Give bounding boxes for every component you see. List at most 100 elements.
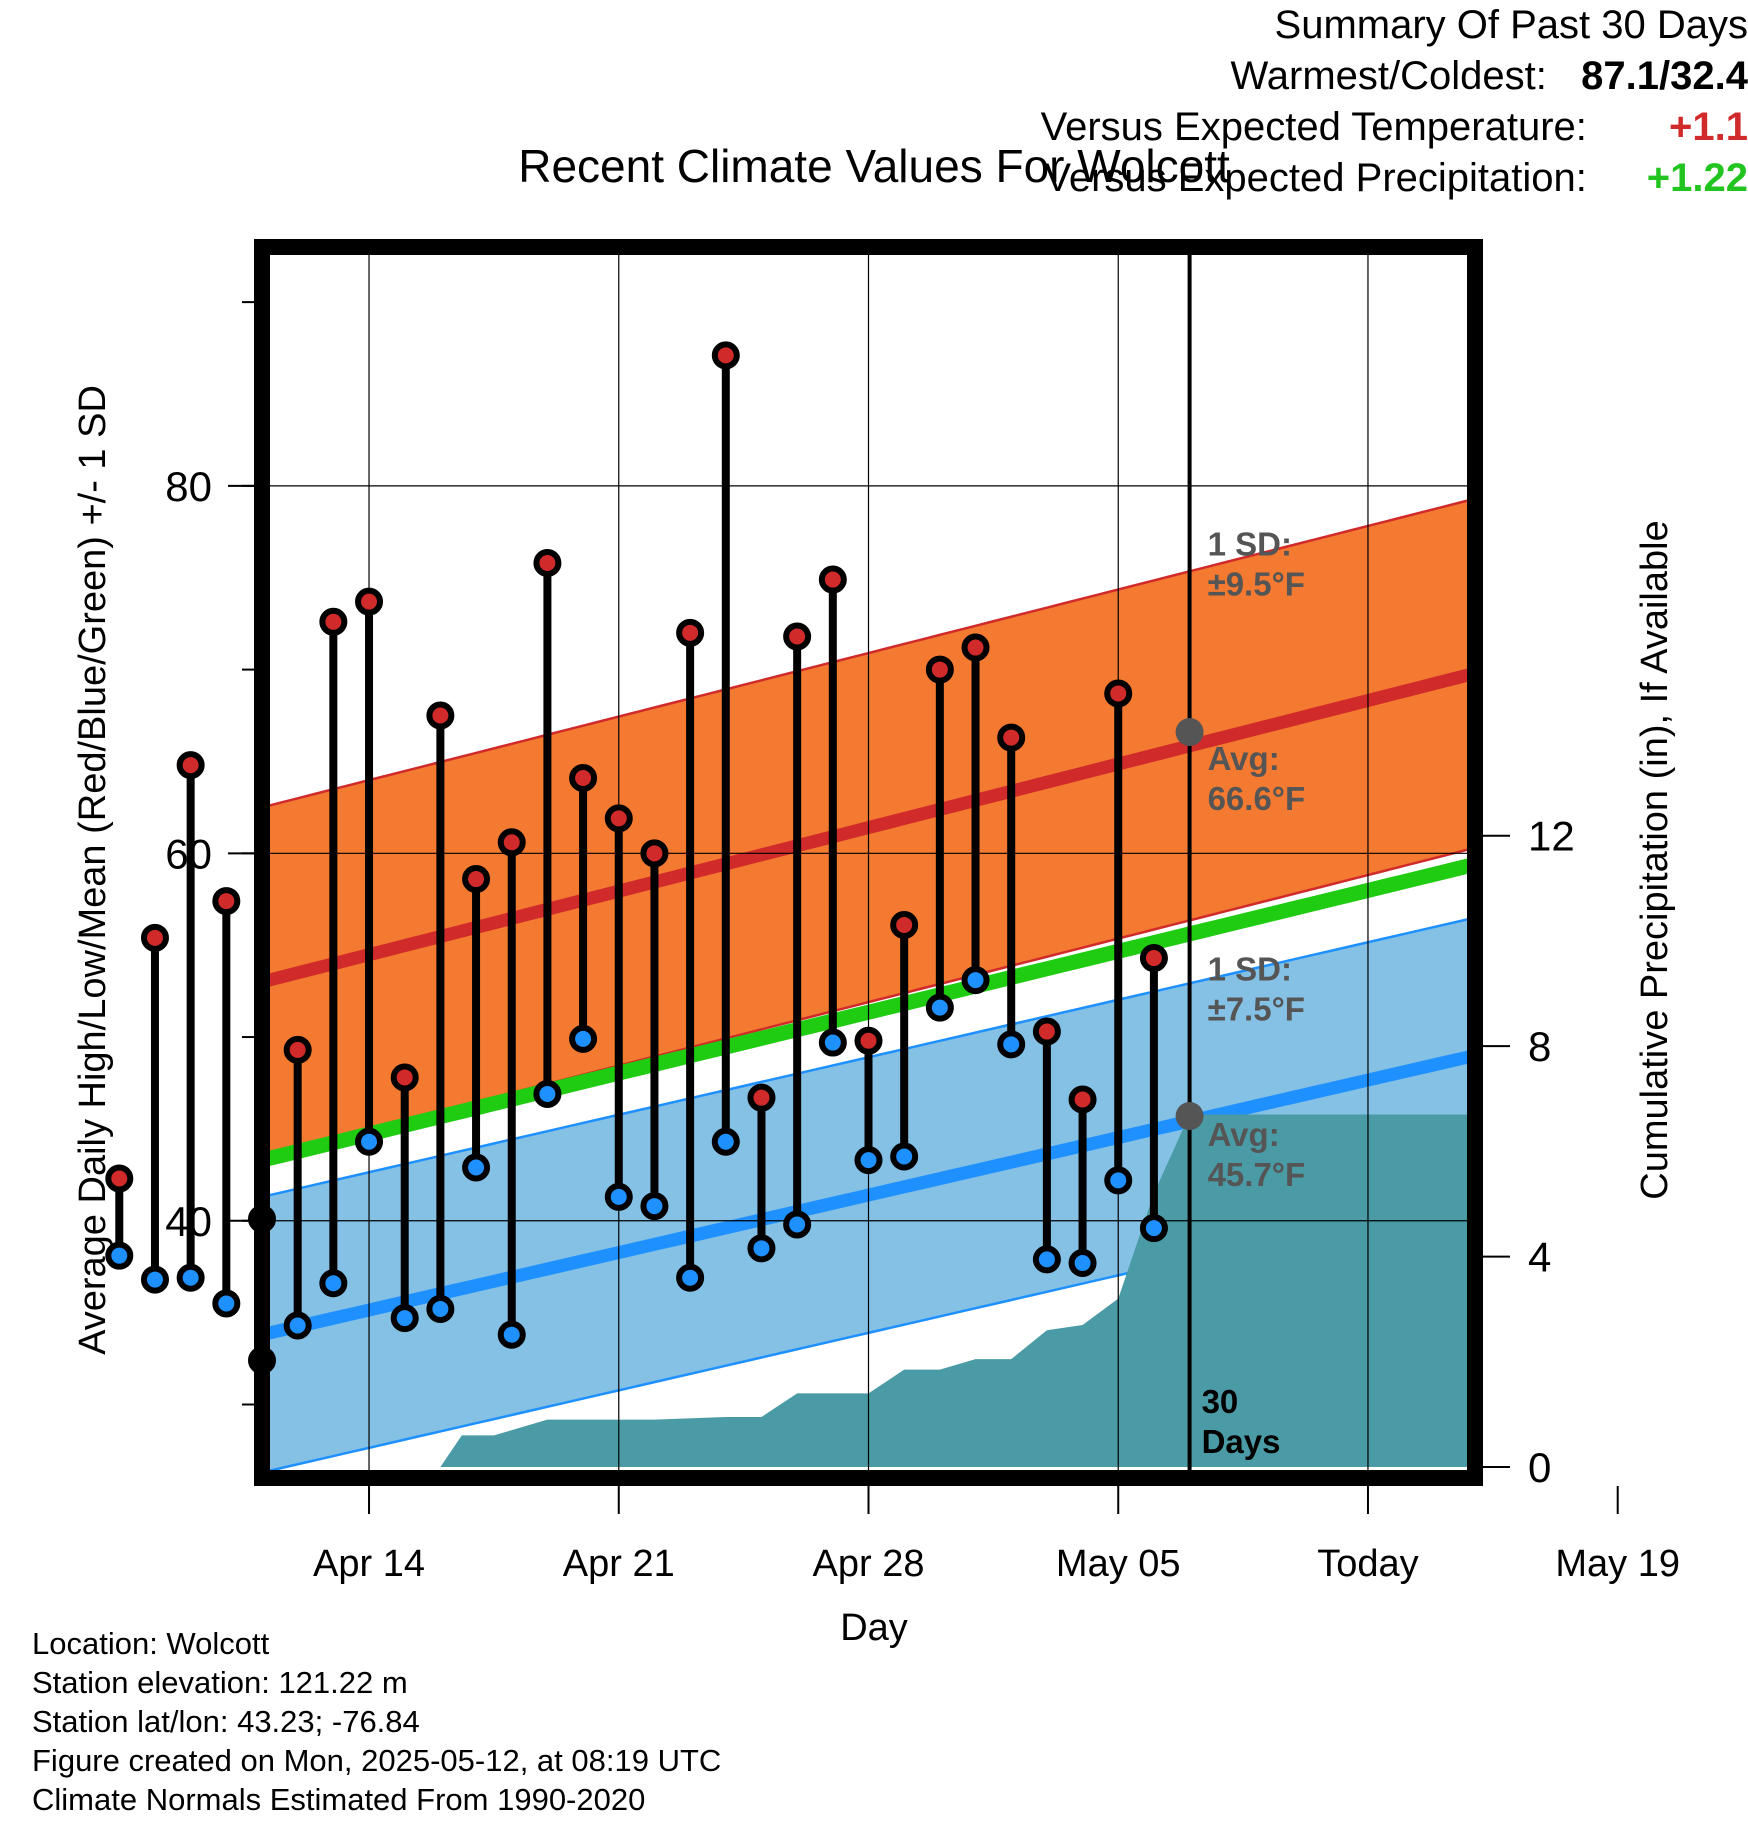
daily-low-point xyxy=(212,1289,241,1318)
daily-low-point xyxy=(890,1142,919,1171)
normals-text: Climate Normals Estimated From 1990-2020 xyxy=(32,1782,646,1817)
temp-anomaly-row: Versus Expected Temperature: +1.1 xyxy=(0,102,1748,153)
daily-low-point xyxy=(711,1127,740,1156)
daily-high-point xyxy=(105,1164,134,1193)
daily-low-point xyxy=(961,966,990,995)
daily-low-point xyxy=(854,1146,883,1175)
daily-low-point xyxy=(355,1127,384,1156)
daily-low-point xyxy=(533,1080,562,1109)
daily-low-point xyxy=(997,1030,1026,1059)
chart-title: Recent Climate Values For Wolcott xyxy=(518,140,1230,192)
daily-high-point xyxy=(711,341,740,370)
temp-anomaly-value: +1.1 xyxy=(1669,105,1748,149)
plot-area: 1 SD: ±9.5°F Avg: 66.6°F 1 SD: ±7.5°F Avg: 45.7… xyxy=(105,239,1680,1585)
daily-low-point xyxy=(604,1182,633,1211)
location-text: Location: Wolcott xyxy=(32,1626,270,1661)
created-text: Figure created on Mon, 2025-05-12, at 08… xyxy=(32,1743,722,1778)
daily-high-point xyxy=(604,804,633,833)
daily-low-point xyxy=(818,1028,847,1057)
daily-high-point xyxy=(426,701,455,730)
warmest-coldest-row: Warmest/Coldest: 87.1/32.4 xyxy=(0,51,1748,102)
elevation-text: Station elevation: 121.22 m xyxy=(32,1665,408,1700)
y-tick-label: 80 xyxy=(165,463,212,510)
plot-interior xyxy=(262,247,1475,1478)
daily-high-point xyxy=(961,633,990,662)
x-axis-label: Day xyxy=(840,1607,908,1649)
summary-panel: Summary Of Past 30 Days Warmest/Coldest:… xyxy=(0,0,1748,204)
warmest-coldest-value: 87.1/32.4 xyxy=(1581,54,1748,98)
x-tick-label: Apr 14 xyxy=(313,1543,425,1585)
daily-low-point xyxy=(319,1269,348,1298)
y-axis-label: Average Daily High/Low/Mean (Red/Blue/Gr… xyxy=(72,385,114,1355)
daily-high-point xyxy=(140,923,169,952)
daily-high-point xyxy=(854,1026,883,1055)
daily-low-point xyxy=(1104,1166,1133,1195)
y-tick-label: 40 xyxy=(165,1198,212,1245)
daily-high-point xyxy=(283,1035,312,1064)
daily-low-point xyxy=(747,1234,776,1263)
latlon-text: Station lat/lon: 43.23; -76.84 xyxy=(32,1704,420,1739)
daily-low-point xyxy=(1068,1249,1097,1278)
high-avg-annotation: Avg: 66.6°F xyxy=(1208,740,1306,817)
daily-high-point xyxy=(569,763,598,792)
daily-high-point xyxy=(497,828,526,857)
summary-heading: Summary Of Past 30 Days xyxy=(1274,3,1748,47)
daily-low-point xyxy=(676,1263,705,1292)
daily-low-point xyxy=(783,1210,812,1239)
daily-low-point xyxy=(426,1294,455,1323)
daily-high-point xyxy=(319,607,348,636)
x-tick-label: Apr 28 xyxy=(813,1543,925,1585)
precip-anomaly-label: Versus Expected Precipitation: xyxy=(1044,156,1587,200)
daily-high-point xyxy=(676,618,705,647)
y2-axis-label: Cumulative Precipitation (in), If Availa… xyxy=(1634,520,1676,1199)
daily-high-point xyxy=(890,910,919,939)
daily-low-point xyxy=(390,1304,419,1333)
low-avg-annotation: Avg: 45.7°F xyxy=(1208,1116,1306,1193)
x-tick-label: Apr 21 xyxy=(563,1543,675,1585)
daily-high-point xyxy=(533,549,562,578)
daily-high-point xyxy=(1139,944,1168,973)
x-tick-label: Today xyxy=(1317,1543,1418,1585)
days-annotation: 30 Days xyxy=(1202,1383,1281,1460)
precip-anomaly-value: +1.22 xyxy=(1646,156,1748,200)
high-sd-annotation: 1 SD: ±9.5°F xyxy=(1208,526,1305,603)
daily-high-point xyxy=(355,587,384,616)
daily-low-point xyxy=(176,1263,205,1292)
temp-anomaly-label: Versus Expected Temperature: xyxy=(1040,105,1587,149)
daily-high-point xyxy=(212,887,241,916)
daily-low-point xyxy=(925,993,954,1022)
daily-high-point xyxy=(925,655,954,684)
daily-high-point xyxy=(997,723,1026,752)
y2-tick-label: 0 xyxy=(1528,1444,1551,1491)
today-low-avg-marker xyxy=(1175,1102,1204,1131)
daily-low-point xyxy=(462,1153,491,1182)
warmest-coldest-label: Warmest/Coldest: xyxy=(1230,54,1547,98)
daily-low-point xyxy=(283,1311,312,1340)
daily-high-point xyxy=(1068,1085,1097,1114)
precipitation-area xyxy=(440,1114,1475,1467)
daily-high-point xyxy=(462,865,491,894)
daily-high-point xyxy=(1104,679,1133,708)
low-sd-annotation: 1 SD: ±7.5°F xyxy=(1208,950,1305,1027)
daily-low-point xyxy=(497,1320,526,1349)
today-high-avg-marker xyxy=(1175,718,1204,747)
daily-low-point xyxy=(140,1265,169,1294)
daily-low-point xyxy=(569,1024,598,1053)
daily-high-point xyxy=(390,1063,419,1092)
x-tick-label: May 05 xyxy=(1056,1543,1181,1585)
y2-tick-label: 8 xyxy=(1528,1023,1551,1070)
x-tick-label: May 19 xyxy=(1555,1543,1680,1585)
daily-low-point xyxy=(640,1192,669,1221)
y2-tick-label: 4 xyxy=(1528,1234,1551,1281)
daily-low-point xyxy=(105,1241,134,1270)
daily-high-point xyxy=(640,839,669,868)
y2-tick-label: 12 xyxy=(1528,813,1575,860)
daily-high-point xyxy=(1032,1017,1061,1046)
daily-low-point xyxy=(1032,1245,1061,1274)
daily-high-point xyxy=(783,622,812,651)
daily-high-point xyxy=(747,1083,776,1112)
daily-low-point xyxy=(1139,1214,1168,1243)
precip-anomaly-row: Versus Expected Precipitation: +1.22 xyxy=(0,153,1748,204)
plot-frame xyxy=(254,239,1483,1486)
